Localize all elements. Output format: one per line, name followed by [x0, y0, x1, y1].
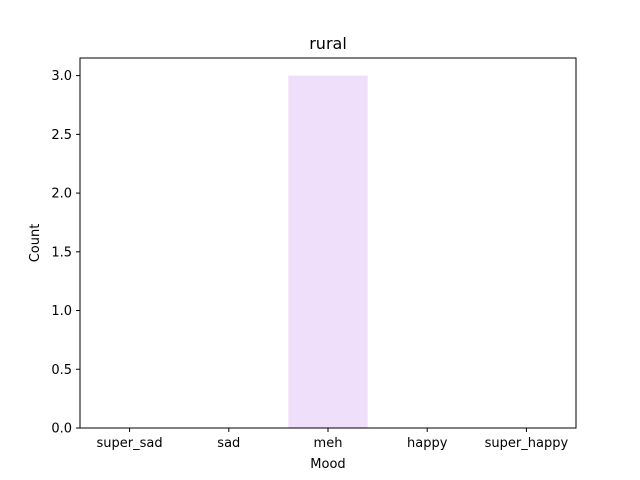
y-tick-label: 1.5: [51, 245, 72, 260]
y-axis-label: Count: [28, 224, 43, 263]
y-tick-label: 3.0: [51, 69, 72, 84]
x-tick-label: happy: [407, 436, 448, 451]
y-axis-ticks: 0.0 0.5 1.0 1.5 2.0 2.5 3.0: [51, 69, 80, 437]
y-tick-label: 2.0: [51, 187, 72, 202]
x-tick-label: sad: [217, 436, 240, 451]
chart-title: rural: [309, 34, 347, 53]
x-tick-label: meh: [314, 436, 343, 451]
y-tick-label: 2.5: [51, 128, 72, 143]
bars-group: [288, 75, 368, 428]
bar-meh: [288, 75, 368, 428]
x-axis-label: Mood: [310, 457, 345, 472]
x-tick-label: super_happy: [485, 436, 569, 451]
x-axis-ticks: super_sad sad meh happy super_happy: [97, 428, 569, 451]
y-tick-label: 1.0: [51, 304, 72, 319]
x-tick-label: super_sad: [97, 436, 163, 451]
y-tick-label: 0.5: [51, 363, 72, 378]
y-tick-label: 0.0: [51, 422, 72, 437]
